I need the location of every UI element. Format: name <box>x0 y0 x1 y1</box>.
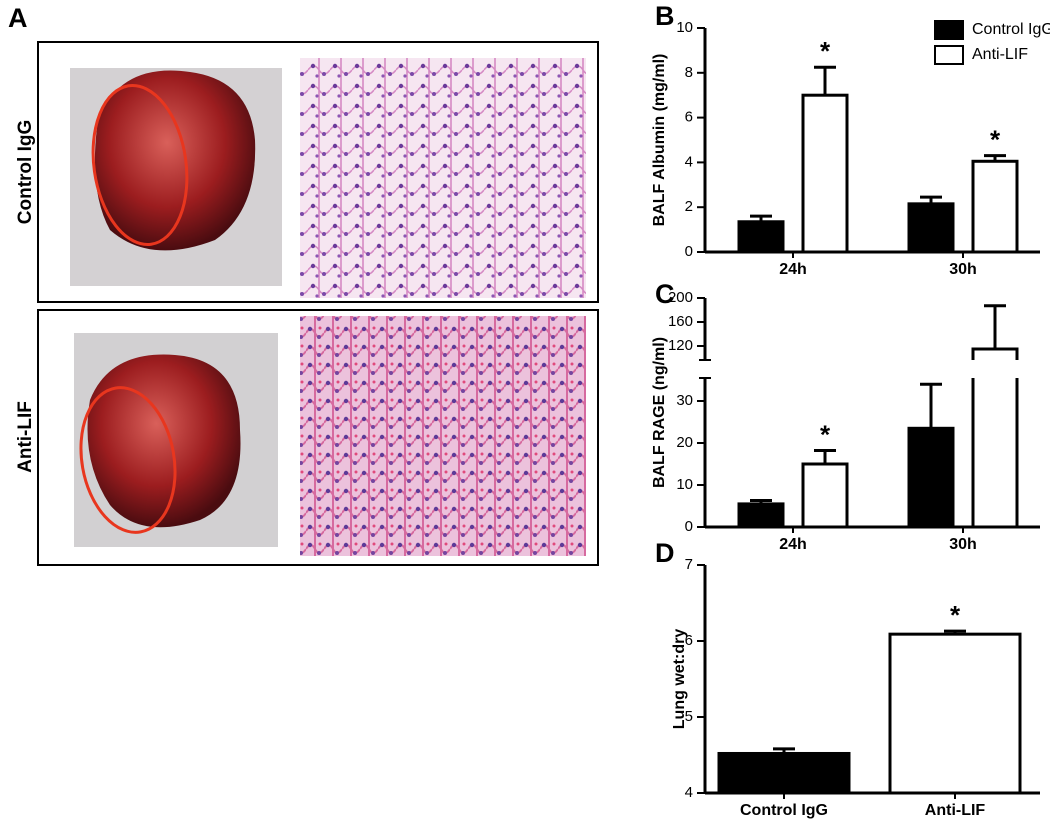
panel-box <box>37 309 599 566</box>
bar <box>801 462 849 529</box>
y-tick-label: 30 <box>676 392 693 409</box>
chart: C BALF RAGE (ng/ml) 0 10 20 30 120 160 200 24h 30h… <box>651 279 1042 553</box>
x-tick-label: Control IgG <box>740 802 828 819</box>
row-label: Anti-LIF <box>15 401 36 473</box>
y-tick-label: 200 <box>668 289 693 306</box>
y-tick-label: 20 <box>676 434 693 451</box>
x-tick-label: 24h <box>779 536 807 553</box>
error-bar <box>984 154 1006 162</box>
bar <box>907 426 955 529</box>
bar <box>907 202 955 254</box>
panel-a: A Control IgG Anti-LIF <box>8 3 599 566</box>
y-tick-label: 0 <box>685 243 693 260</box>
y-tick-label: 6 <box>685 109 693 126</box>
row-label: Control IgG <box>15 120 36 224</box>
panel-label: D <box>655 538 675 568</box>
y-tick-label: 10 <box>676 19 693 36</box>
error-bar <box>750 214 772 222</box>
bar <box>971 347 1019 529</box>
photo-histology <box>300 316 586 556</box>
legend-swatch <box>934 20 964 40</box>
y-tick-label: 8 <box>685 64 693 81</box>
significance: * <box>990 125 1001 155</box>
error-bar <box>814 65 836 96</box>
x-tick-label: 30h <box>949 261 977 278</box>
error-bar <box>984 304 1006 349</box>
y-axis-label: BALF Albumin (mg/ml) <box>651 54 668 227</box>
legend-label: Control IgG <box>972 21 1050 38</box>
bar <box>737 220 785 254</box>
legend-label: Anti-LIF <box>972 46 1028 63</box>
x-tick-label: Anti-LIF <box>925 802 986 819</box>
x-tick-label: 30h <box>949 536 977 553</box>
error-bar <box>773 747 795 754</box>
axis-break <box>685 360 1042 378</box>
panel-box <box>37 41 599 303</box>
y-tick-label: 7 <box>685 556 693 573</box>
y-axis-label: BALF RAGE (ng/ml) <box>651 337 668 488</box>
bar <box>971 159 1019 254</box>
bar <box>888 632 1022 795</box>
error-bar <box>920 195 942 204</box>
photo-gross <box>70 68 282 286</box>
chart: D Lung wet:dry 4 5 6 7 Control IgG Anti-LIF * <box>655 538 1040 819</box>
y-tick-label: 6 <box>685 632 693 649</box>
y-tick-label: 5 <box>685 708 693 725</box>
photo-histology <box>300 58 586 298</box>
error-bar <box>814 449 836 464</box>
x-tick-label: 24h <box>779 261 807 278</box>
bar <box>737 502 785 529</box>
error-bar <box>920 382 942 429</box>
chart: B BALF Albumin (mg/ml) 0 2 4 6 8 10 24h 30h * * Cont… <box>651 1 1050 278</box>
y-tick-label: 120 <box>668 337 693 354</box>
panel-label: A <box>8 3 28 33</box>
y-tick-label: 160 <box>668 313 693 330</box>
y-tick-label: 10 <box>676 476 693 493</box>
y-axis-label: Lung wet:dry <box>671 629 688 730</box>
y-tick-label: 4 <box>685 153 693 170</box>
photo-gross <box>74 333 278 547</box>
legend-swatch <box>934 45 964 65</box>
error-bar <box>750 499 772 504</box>
significance: * <box>820 36 831 66</box>
y-tick-label: 0 <box>685 518 693 535</box>
y-tick-label: 2 <box>685 198 693 215</box>
error-bar <box>944 629 966 635</box>
bar <box>801 93 849 254</box>
significance: * <box>820 419 831 449</box>
panel-label: B <box>655 1 675 31</box>
significance: * <box>950 600 961 630</box>
y-tick-label: 4 <box>685 784 693 801</box>
bar <box>717 751 851 795</box>
panel-label: C <box>655 279 675 309</box>
